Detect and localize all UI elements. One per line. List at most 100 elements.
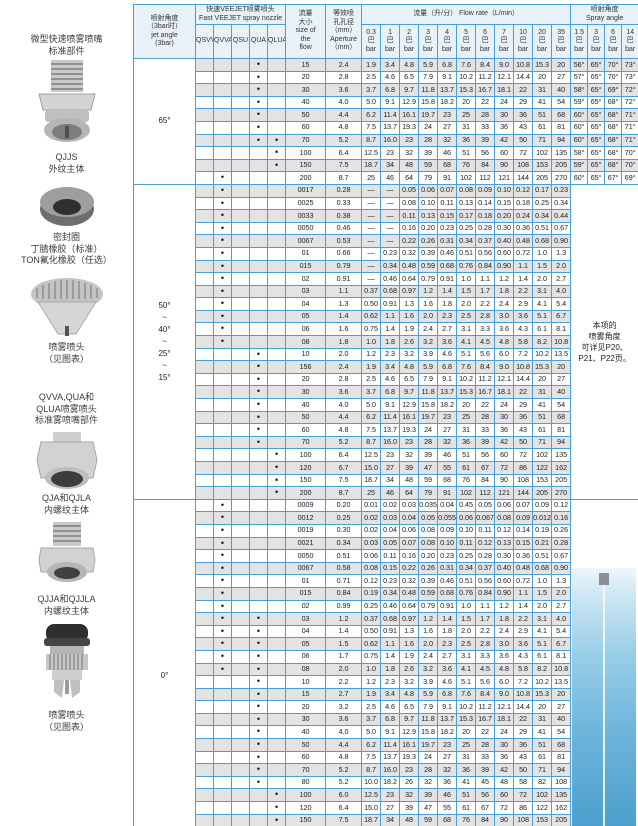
aperture-cell: 1.3 (325, 297, 363, 311)
parts-sidebar: 微型快速喷雾喷嘴 标准部件 QJJS 外纹主体 密封圈 丁腈橡胶（标准） TON… (0, 0, 133, 826)
flow-rate-cell: 90 (494, 158, 515, 173)
flow-rate-cell: 11.4 (380, 108, 401, 122)
flow-rate-cell: 18.2 (380, 775, 401, 790)
model-dot-cell: • (249, 360, 268, 374)
flow-rate-cell: 9.1 (380, 95, 401, 110)
aperture-cell: 4.8 (325, 423, 363, 437)
model-dot-cell (231, 738, 250, 752)
flow-rate-cell: 0.16 (399, 221, 420, 236)
flow-size-cell: 10 (285, 347, 327, 362)
flow-rate-cell: 1.8 (494, 612, 515, 626)
header-model-qvva: QVVA (213, 24, 232, 59)
flow-size-cell: 70 (285, 435, 327, 450)
model-dot-cell: • (213, 511, 232, 525)
flow-rate-cell: 68 (551, 410, 572, 425)
availability-dot-icon: • (220, 222, 225, 233)
flow-rate-cell: 3.6 (513, 637, 534, 651)
flow-rate-cell: 0.76 (456, 586, 477, 601)
flow-rate-cell: 3.4 (380, 360, 401, 374)
model-dot-cell: • (249, 108, 268, 122)
model-dot-cell: • (213, 662, 232, 677)
table-row: • 30 3.6 3.7 6.8 9.7 11.8 13.7 15.3 16.7 18.1 22 31 4… (134, 712, 638, 727)
availability-dot-icon: • (256, 373, 261, 384)
flow-rate-cell: 46 (380, 486, 401, 500)
availability-dot-icon: • (220, 512, 225, 523)
aperture-cell: 2.0 (325, 347, 363, 362)
flow-rate-cell: 27 (380, 801, 401, 815)
flow-rate-cell: 48 (494, 775, 515, 790)
flow-rate-cell: 23 (437, 108, 458, 122)
flow-size-cell: 03 (285, 612, 327, 626)
flow-rate-cell: 5.8 (513, 662, 534, 677)
flow-rate-cell: 5.0 (361, 725, 382, 740)
table-row: • 0050 0.51 0.06 0.11 0.16 0.20 0.23 0.25 0.28 0.3… (134, 549, 638, 563)
availability-dot-icon: • (256, 688, 261, 699)
model-dot-cell (249, 586, 268, 601)
flow-rate-cell: 3.6 (437, 662, 458, 677)
model-dot-cell: • (266, 486, 287, 500)
model-dot-cell: • (213, 549, 232, 563)
flow-rate-cell: 2.0 (418, 637, 439, 651)
flow-rate-cell: 50 (513, 435, 534, 450)
flow-rate-cell: 1.4 (437, 284, 458, 299)
flow-size-cell: 70 (285, 133, 327, 148)
flow-rate-cell: 0.31 (437, 234, 458, 248)
flow-rate-cell: 46 (437, 448, 458, 462)
availability-dot-icon: • (274, 449, 279, 460)
flow-rate-cell: 0.75 (361, 649, 382, 664)
table-row: • 20 2.8 2.5 4.6 6.5 7.9 9.1 10.2 11.2 12.1 14.4 20 2… (134, 372, 638, 387)
flow-rate-cell: 1.0 (456, 599, 477, 614)
model-dot-cell (266, 662, 287, 677)
flow-rate-cell: 8.4 (475, 58, 496, 72)
aperture-cell: 2.2 (325, 675, 363, 689)
flow-rate-cell: 9.1 (437, 700, 458, 714)
flow-rate-cell: 91 (437, 171, 458, 185)
aperture-cell: 0.28 (325, 183, 363, 198)
model-dot-cell (266, 209, 287, 223)
model-dot-cell (249, 523, 268, 538)
flow-rate-cell: 108 (513, 473, 534, 488)
aperture-cell: 2.4 (325, 360, 363, 374)
photo-stream-icon (603, 585, 605, 826)
flow-rate-cell: 58 (513, 775, 534, 790)
model-dot-cell (195, 788, 214, 803)
model-dot-cell (195, 410, 214, 425)
model-dot-cell (266, 687, 287, 702)
flow-rate-cell: 9.7 (399, 83, 420, 97)
flow-rate-cell: 9.0 (494, 687, 515, 702)
flow-rate-cell: 20 (551, 687, 572, 702)
model-dot-cell (195, 259, 214, 274)
model-dot-cell (195, 385, 214, 400)
flow-rate-cell: 1.3 (551, 246, 572, 261)
flow-rate-cell: 2.2 (475, 297, 496, 311)
flow-rate-cell: 39 (399, 801, 420, 815)
flow-rate-cell: 67 (475, 461, 496, 475)
flow-rate-cell: 19.3 (399, 120, 420, 135)
aperture-cell: 0.79 (325, 259, 363, 274)
flow-rate-cell: 81 (551, 423, 572, 437)
availability-dot-icon: • (220, 625, 225, 636)
flow-rate-cell: 25 (456, 410, 477, 425)
model-dot-cell (195, 158, 214, 173)
model-dot-cell: • (213, 637, 232, 651)
flow-rate-cell: 15.3 (456, 712, 477, 727)
flow-rate-cell: 0.24 (513, 209, 534, 223)
model-dot-cell (231, 108, 250, 122)
model-dot-cell (213, 813, 232, 826)
flow-rate-cell: 13.5 (551, 347, 572, 362)
flow-rate-cell: 8.2 (532, 662, 553, 677)
flow-rate-cell: 0.91 (437, 599, 458, 614)
sidebar-top-label: 微型快速喷雾喷嘴 标准部件 (30, 34, 103, 56)
availability-dot-icon: • (220, 247, 225, 258)
table-row: • 04 1.3 0.50 0.91 1.3 1.6 1.8 2.0 2.2 2.4 2.9 4.1 5.… (134, 297, 638, 311)
model-dot-cell: • (213, 586, 232, 601)
flow-rate-cell: 0.06 (361, 549, 382, 563)
table-row: • 0067 0.53— —0.22 0.26 0.31 0.34 0.37 0.40 0.48 0… (134, 234, 638, 248)
availability-dot-icon: • (220, 562, 225, 573)
flow-rate-cell: 36 (513, 738, 534, 752)
flow-rate-cell: 1.8 (380, 335, 401, 349)
model-dot-cell (266, 775, 287, 790)
aperture-cell: 0.58 (325, 561, 363, 576)
flow-rate-cell: 61 (532, 423, 553, 437)
flow-rate-cell: 6.7 (551, 309, 572, 324)
